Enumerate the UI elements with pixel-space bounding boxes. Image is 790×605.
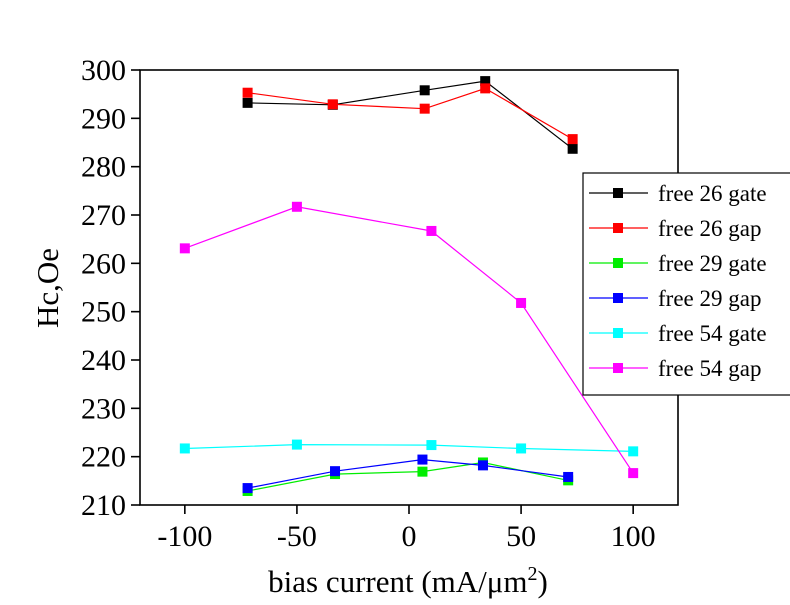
legend-marker (613, 363, 623, 373)
legend-marker (613, 188, 623, 198)
y-tick-label: 270 (81, 199, 126, 232)
series-layer (179, 76, 639, 496)
data-point (330, 466, 341, 477)
series-6 (179, 201, 639, 479)
legend-label: free 29 gate (658, 251, 767, 276)
x-tick-label: 50 (506, 520, 536, 553)
x-tick-label: -100 (157, 520, 212, 553)
legend-item: free 54 gate (589, 321, 767, 346)
x-axis-label-superscript: 2 (528, 563, 538, 585)
legend-marker (613, 328, 623, 338)
series-2 (242, 83, 578, 145)
series-5 (179, 439, 639, 457)
data-point (477, 460, 488, 471)
data-point (327, 99, 338, 110)
y-tick-label: 260 (81, 247, 126, 280)
legend-label: free 54 gap (658, 356, 761, 381)
data-point (242, 97, 253, 108)
legend-label: free 54 gate (658, 321, 767, 346)
legend-item: free 54 gap (589, 356, 761, 381)
legend-label: free 29 gap (658, 286, 761, 311)
y-tick-label: 210 (81, 489, 126, 522)
data-point (563, 471, 574, 482)
data-point (242, 483, 253, 494)
legend-item: free 26 gate (589, 181, 767, 206)
data-point (516, 443, 527, 454)
data-point (291, 439, 302, 450)
series-3 (242, 457, 574, 496)
series-line (247, 80, 573, 150)
legend-item: free 26 gap (589, 216, 761, 241)
data-point (417, 466, 428, 477)
data-point (179, 243, 190, 254)
y-tick-label: 300 (81, 54, 126, 87)
data-point (567, 134, 578, 145)
data-point (419, 103, 430, 114)
series-1 (242, 76, 578, 154)
legend-item: free 29 gate (589, 251, 767, 276)
data-point (242, 87, 253, 98)
data-point (628, 446, 639, 457)
data-point (480, 83, 491, 94)
data-point (419, 85, 430, 96)
data-point (426, 440, 437, 451)
data-point (628, 468, 639, 479)
data-point (291, 201, 302, 212)
series-line (184, 443, 634, 452)
x-axis-label-main: bias current (mA/μm (268, 564, 527, 599)
y-tick-label: 240 (81, 344, 126, 377)
legend-marker (613, 293, 623, 303)
legend: free 26 gate free 26 gap free 29 gate free … (582, 172, 790, 396)
y-axis-label: Hc,Oe (30, 248, 65, 328)
y-tick-label: 220 (81, 441, 126, 474)
y-tick-label: 230 (81, 392, 126, 425)
series-line (247, 461, 569, 492)
data-point (417, 454, 428, 465)
legend-label: free 26 gap (658, 216, 761, 241)
data-point (179, 443, 190, 454)
legend-box (582, 172, 790, 396)
data-point (567, 143, 578, 154)
legend-marker (613, 223, 623, 233)
x-tick-label: 0 (402, 520, 417, 553)
legend-label: free 26 gate (658, 181, 767, 206)
x-axis-label-end: ) (538, 564, 548, 599)
legend-marker (613, 258, 623, 268)
data-point (426, 225, 437, 236)
y-tick-label: 250 (81, 296, 126, 329)
legend-item: free 29 gap (589, 286, 761, 311)
x-tick-label: 100 (611, 520, 656, 553)
axis-ticks: -100 -50 0 50 100 210 220 230 240 250 260 270 280 290… (81, 54, 656, 553)
series-line (247, 87, 573, 140)
y-tick-label: 280 (81, 151, 126, 184)
series-line (247, 458, 569, 489)
x-axis-label: bias current (mA/μm2) (268, 563, 548, 599)
data-point (516, 297, 527, 308)
series-4 (242, 454, 574, 494)
y-tick-label: 290 (81, 102, 126, 135)
series-line (184, 206, 634, 474)
data-point (480, 76, 491, 87)
x-tick-label: -50 (277, 520, 317, 553)
